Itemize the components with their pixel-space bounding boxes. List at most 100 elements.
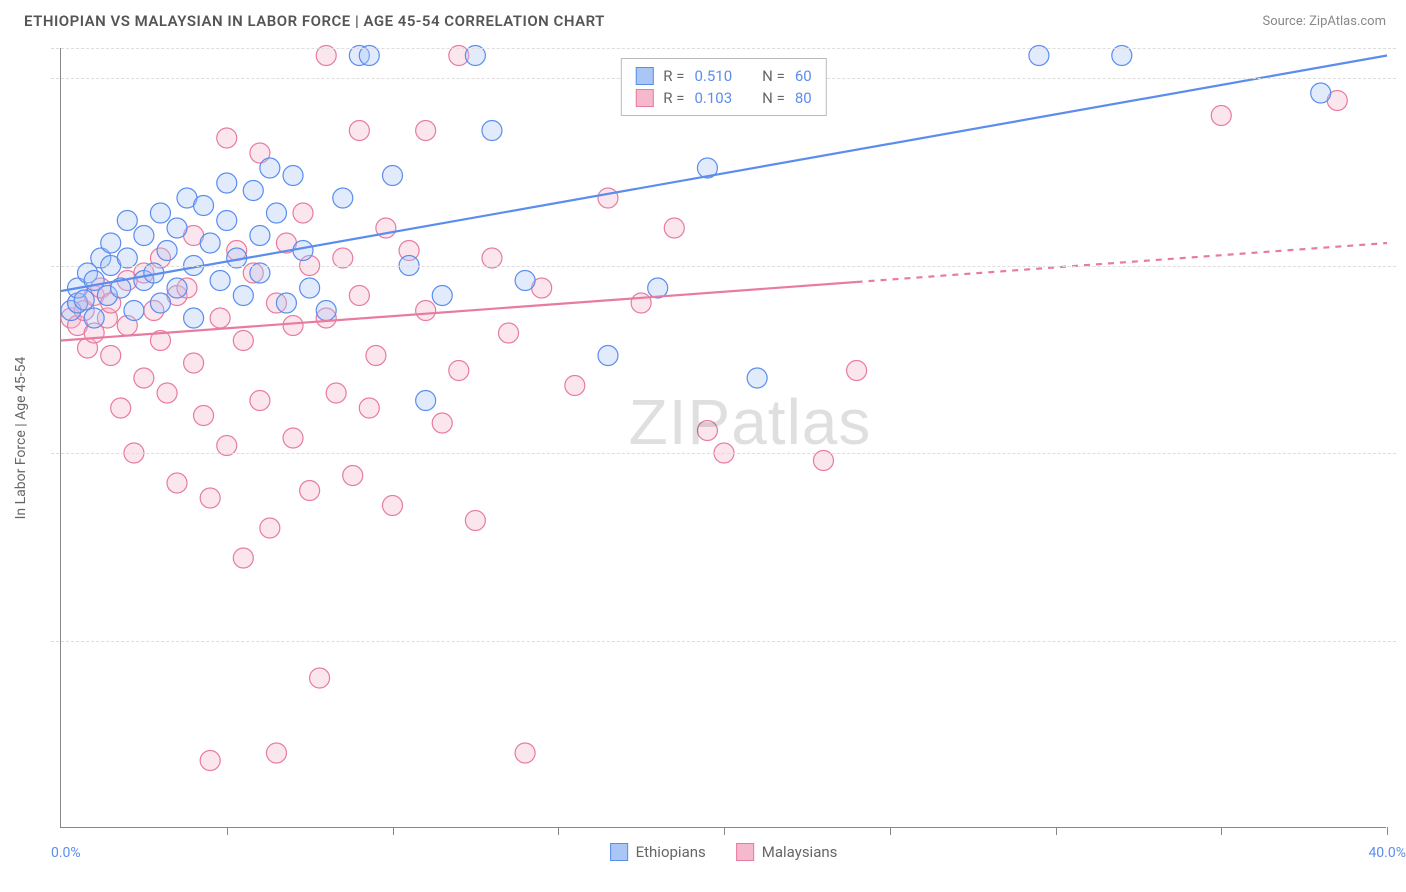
r-label: R = (663, 89, 684, 107)
data-point (217, 211, 237, 231)
y-tick-label: 75.0% (1396, 445, 1406, 461)
y-tick-label: 100.0% (1396, 70, 1406, 86)
data-point (631, 293, 651, 313)
data-point (200, 751, 220, 771)
gridline-h (51, 453, 1396, 454)
data-point (383, 166, 403, 186)
data-point (200, 233, 220, 253)
data-point (84, 308, 104, 328)
data-point (210, 308, 230, 328)
gridline-h (51, 48, 1396, 49)
data-point (343, 466, 363, 486)
data-point (217, 173, 237, 193)
x-axis-min-label: 0.0% (51, 845, 81, 861)
trend-line (857, 243, 1387, 282)
x-tick (1387, 827, 1388, 835)
data-point (416, 121, 436, 141)
legend-item-ethiopians: Ethiopians (610, 843, 706, 861)
x-tick (890, 827, 891, 835)
data-point (260, 158, 280, 178)
source-label: Source: ZipAtlas.com (1262, 14, 1386, 29)
series-legend: Ethiopians Malaysians (610, 843, 838, 861)
data-point (157, 383, 177, 403)
x-tick (558, 827, 559, 835)
data-point (697, 421, 717, 441)
n-value-malaysians: 80 (795, 89, 812, 107)
data-point (293, 203, 313, 223)
legend-item-malaysians: Malaysians (736, 843, 838, 861)
legend-label-ethiopians: Ethiopians (636, 843, 706, 861)
data-point (432, 413, 452, 433)
data-point (515, 743, 535, 763)
data-point (74, 290, 94, 310)
data-point (499, 323, 519, 343)
stats-row-ethiopians: R = 0.510 N = 60 (635, 65, 811, 87)
data-point (210, 271, 230, 291)
data-point (383, 496, 403, 516)
n-label: N = (762, 89, 785, 107)
swatch-malaysians (635, 89, 653, 107)
data-point (111, 398, 131, 418)
data-point (283, 316, 303, 336)
chart-plot-area: In Labor Force | Age 45-54 R = 0.510 N =… (60, 48, 1386, 828)
swatch-ethiopians (635, 67, 653, 85)
gridline-h (51, 266, 1396, 267)
data-point (449, 361, 469, 381)
data-point (283, 166, 303, 186)
data-point (157, 241, 177, 261)
n-value-ethiopians: 60 (795, 67, 812, 85)
data-point (326, 383, 346, 403)
chart-title: ETHIOPIAN VS MALAYSIAN IN LABOR FORCE | … (24, 12, 605, 30)
x-tick (724, 827, 725, 835)
data-point (300, 481, 320, 501)
data-point (150, 293, 170, 313)
data-point (124, 301, 144, 321)
data-point (416, 301, 436, 321)
data-point (664, 218, 684, 238)
data-point (349, 286, 369, 306)
scatter-svg (61, 48, 1386, 827)
n-label: N = (762, 67, 785, 85)
data-point (349, 121, 369, 141)
data-point (515, 271, 535, 291)
data-point (233, 548, 253, 568)
r-value-ethiopians: 0.510 (694, 67, 732, 85)
data-point (847, 361, 867, 381)
data-point (184, 308, 204, 328)
x-tick (227, 827, 228, 835)
data-point (598, 346, 618, 366)
y-tick-label: 62.5% (1396, 633, 1406, 649)
data-point (150, 203, 170, 223)
data-point (300, 278, 320, 298)
legend-swatch-ethiopians (610, 843, 628, 861)
data-point (134, 368, 154, 388)
data-point (310, 668, 330, 688)
data-point (598, 188, 618, 208)
gridline-h (51, 641, 1396, 642)
y-tick-label: 87.5% (1396, 258, 1406, 274)
data-point (1211, 106, 1231, 126)
data-point (117, 211, 137, 231)
data-point (194, 196, 214, 216)
data-point (101, 346, 121, 366)
data-point (167, 473, 187, 493)
legend-label-malaysians: Malaysians (762, 843, 838, 861)
data-point (167, 278, 187, 298)
data-point (194, 406, 214, 426)
x-tick (393, 827, 394, 835)
data-point (217, 128, 237, 148)
data-point (416, 391, 436, 411)
r-value-malaysians: 0.103 (694, 89, 732, 107)
data-point (134, 226, 154, 246)
data-point (250, 391, 270, 411)
data-point (101, 233, 121, 253)
data-point (432, 286, 452, 306)
data-point (333, 188, 353, 208)
data-point (276, 293, 296, 313)
data-point (266, 743, 286, 763)
data-point (266, 203, 286, 223)
r-label: R = (663, 67, 684, 85)
data-point (565, 376, 585, 396)
data-point (260, 518, 280, 538)
legend-swatch-malaysians (736, 843, 754, 861)
